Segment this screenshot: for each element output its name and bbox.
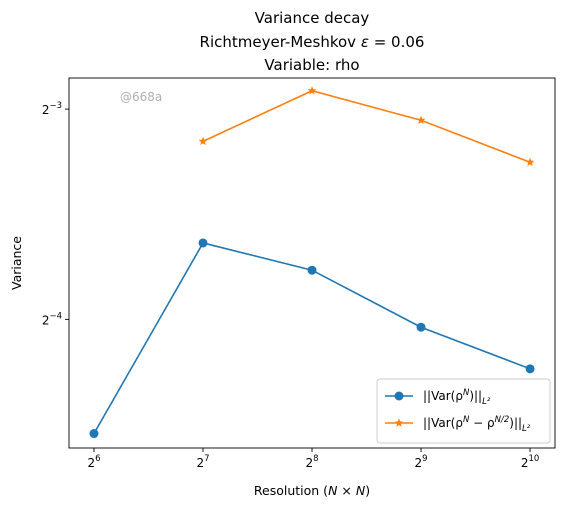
legend-marker-1 <box>394 391 404 401</box>
series-2-point <box>525 157 535 167</box>
x-tick-label: 210 <box>521 454 539 470</box>
x-tick-label: 26 <box>87 454 100 470</box>
legend: ||Var(ρN​)||L²​ ||Var(ρN​ − ρN/2​)||L²​ <box>376 378 551 444</box>
y-tick-label: 2−3 <box>42 101 62 117</box>
x-tick-label: 27 <box>196 454 209 470</box>
legend-marker-2 <box>394 418 404 427</box>
series-2-point <box>198 136 208 146</box>
legend-box <box>376 378 551 444</box>
series-1-point <box>198 238 208 248</box>
x-tick-label: 29 <box>415 454 428 470</box>
chart-title-line-2: Richtmeyer-Meshkov ε = 0.06 <box>200 33 425 51</box>
series-2-point <box>416 115 426 124</box>
y-tick-label: 2−4 <box>42 311 62 327</box>
series-2-line <box>202 89 531 164</box>
series-2-point <box>307 86 317 95</box>
series-1-point <box>525 364 535 374</box>
x-axis-label: Resolution (N × N) <box>254 483 370 498</box>
series-1-point <box>307 265 317 275</box>
legend-label-2: ||Var(ρN​ − ρN/2​)||L²​ <box>423 415 531 434</box>
chart-title-line-1: Variance decay <box>255 9 370 27</box>
x-axis: 26 27 28 29 210 <box>87 448 539 470</box>
series-layer <box>89 86 535 439</box>
series-1-point <box>416 322 426 332</box>
watermark-text: @668a <box>120 90 162 104</box>
series-1-point <box>89 429 99 439</box>
legend-label-1: ||Var(ρN​)||L²​ <box>423 388 491 407</box>
x-tick-label: 28 <box>305 454 318 470</box>
chart-title-line-3: Variable: rho <box>264 56 359 74</box>
y-axis-label: Variance <box>9 236 24 290</box>
y-axis: 2−3 2−4 <box>42 101 69 327</box>
